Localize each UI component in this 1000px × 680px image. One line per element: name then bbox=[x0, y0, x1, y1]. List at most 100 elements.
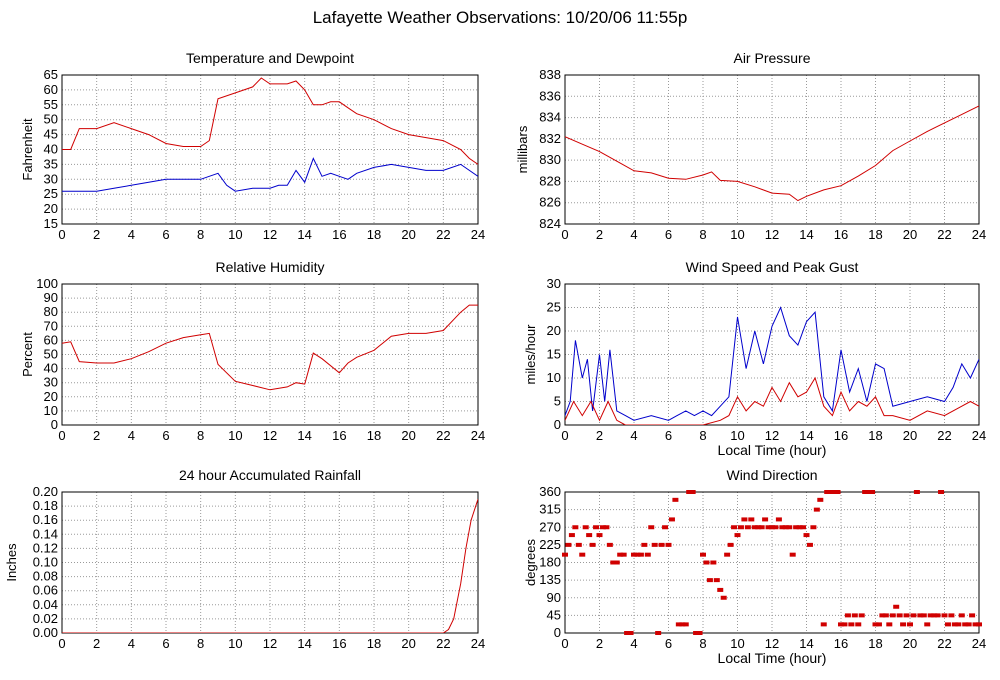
chart-title: Relative Humidity bbox=[216, 259, 325, 275]
data-point bbox=[631, 552, 637, 557]
y-tick-label: 0.00 bbox=[33, 625, 58, 640]
x-tick-label: 24 bbox=[972, 227, 986, 242]
y-tick-label: 0 bbox=[554, 625, 561, 640]
data-point bbox=[800, 525, 807, 530]
y-tick-label: 0 bbox=[51, 417, 58, 432]
data-point bbox=[920, 613, 927, 618]
y-tick-label: 50 bbox=[44, 112, 58, 127]
data-point bbox=[886, 622, 893, 627]
y-tick-label: 30 bbox=[44, 171, 58, 186]
chart-title: 24 hour Accumulated Rainfall bbox=[179, 467, 361, 483]
x-tick-label: 0 bbox=[58, 636, 65, 651]
x-tick-label: 10 bbox=[730, 636, 744, 651]
x-tick-label: 20 bbox=[401, 636, 415, 651]
x-tick-label: 14 bbox=[297, 636, 311, 651]
y-tick-label: 45 bbox=[547, 607, 561, 622]
data-point bbox=[713, 578, 720, 583]
x-tick-label: 20 bbox=[903, 428, 917, 443]
data-point bbox=[686, 490, 693, 494]
data-point bbox=[841, 622, 848, 627]
y-tick-label: 20 bbox=[44, 201, 58, 216]
data-point bbox=[599, 525, 606, 530]
data-point bbox=[969, 613, 976, 618]
x-tick-label: 8 bbox=[197, 428, 204, 443]
x-tick-label: 18 bbox=[868, 227, 882, 242]
data-point bbox=[668, 517, 675, 522]
x-tick-label: 0 bbox=[58, 428, 65, 443]
data-point bbox=[951, 622, 958, 627]
data-point bbox=[844, 613, 851, 618]
data-point bbox=[682, 622, 689, 627]
x-tick-label: 14 bbox=[799, 636, 813, 651]
y-tick-label: 832 bbox=[539, 131, 561, 146]
x-tick-label: 14 bbox=[799, 227, 813, 242]
series-line-0 bbox=[62, 77, 478, 165]
y-tick-label: 35 bbox=[44, 156, 58, 171]
y-tick-label: 180 bbox=[539, 555, 561, 570]
x-tick-label: 22 bbox=[436, 428, 450, 443]
data-point bbox=[641, 542, 648, 547]
y-tick-label: 830 bbox=[539, 152, 561, 167]
data-point bbox=[593, 525, 600, 530]
data-point bbox=[775, 517, 782, 522]
y-tick-label: 25 bbox=[547, 300, 561, 315]
y-axis-label: Inches bbox=[4, 543, 19, 582]
data-point bbox=[679, 622, 686, 627]
x-tick-label: 12 bbox=[263, 636, 277, 651]
x-tick-label: 22 bbox=[937, 636, 951, 651]
data-point bbox=[900, 622, 907, 627]
data-point bbox=[948, 613, 955, 618]
page-title: Lafayette Weather Observations: 10/20/06… bbox=[312, 8, 688, 27]
x-tick-label: 18 bbox=[868, 636, 882, 651]
data-point bbox=[696, 631, 703, 635]
series-line-0 bbox=[62, 304, 478, 391]
data-point bbox=[717, 587, 724, 592]
x-tick-label: 22 bbox=[436, 227, 450, 242]
data-point bbox=[606, 542, 613, 547]
series-line-0 bbox=[565, 105, 979, 202]
data-point bbox=[941, 613, 948, 618]
data-point bbox=[613, 560, 620, 565]
data-point bbox=[720, 595, 727, 600]
data-point bbox=[955, 622, 962, 627]
data-point bbox=[944, 622, 951, 627]
data-point bbox=[582, 525, 589, 530]
data-point bbox=[762, 517, 769, 522]
y-axis-label: Percent bbox=[20, 332, 35, 377]
data-point bbox=[724, 552, 731, 557]
data-point bbox=[965, 622, 972, 627]
data-point bbox=[865, 490, 872, 494]
x-tick-label: 8 bbox=[699, 636, 706, 651]
y-tick-label: 100 bbox=[36, 276, 58, 291]
y-tick-label: 40 bbox=[44, 361, 58, 376]
plot-frame bbox=[61, 283, 479, 426]
data-point bbox=[693, 631, 700, 635]
series-line-0 bbox=[565, 306, 979, 421]
data-point bbox=[572, 525, 579, 530]
data-point bbox=[879, 613, 886, 618]
data-point bbox=[648, 525, 655, 530]
x-axis-label: Local Time (hour) bbox=[718, 442, 827, 458]
data-point bbox=[565, 542, 572, 547]
x-tick-label: 6 bbox=[665, 227, 672, 242]
plot-frame bbox=[564, 491, 980, 634]
x-tick-label: 4 bbox=[128, 227, 135, 242]
data-point bbox=[741, 517, 748, 522]
data-point bbox=[806, 542, 813, 547]
x-tick-label: 12 bbox=[263, 428, 277, 443]
data-point bbox=[803, 533, 810, 538]
x-tick-label: 8 bbox=[197, 227, 204, 242]
x-tick-label: 16 bbox=[834, 227, 848, 242]
data-point bbox=[675, 622, 682, 627]
data-point bbox=[706, 578, 713, 583]
data-point bbox=[731, 525, 738, 530]
data-point bbox=[689, 490, 696, 494]
x-tick-label: 18 bbox=[367, 636, 381, 651]
data-point bbox=[727, 542, 734, 547]
data-point bbox=[658, 542, 665, 547]
data-point bbox=[786, 525, 793, 530]
y-tick-label: 55 bbox=[44, 97, 58, 112]
